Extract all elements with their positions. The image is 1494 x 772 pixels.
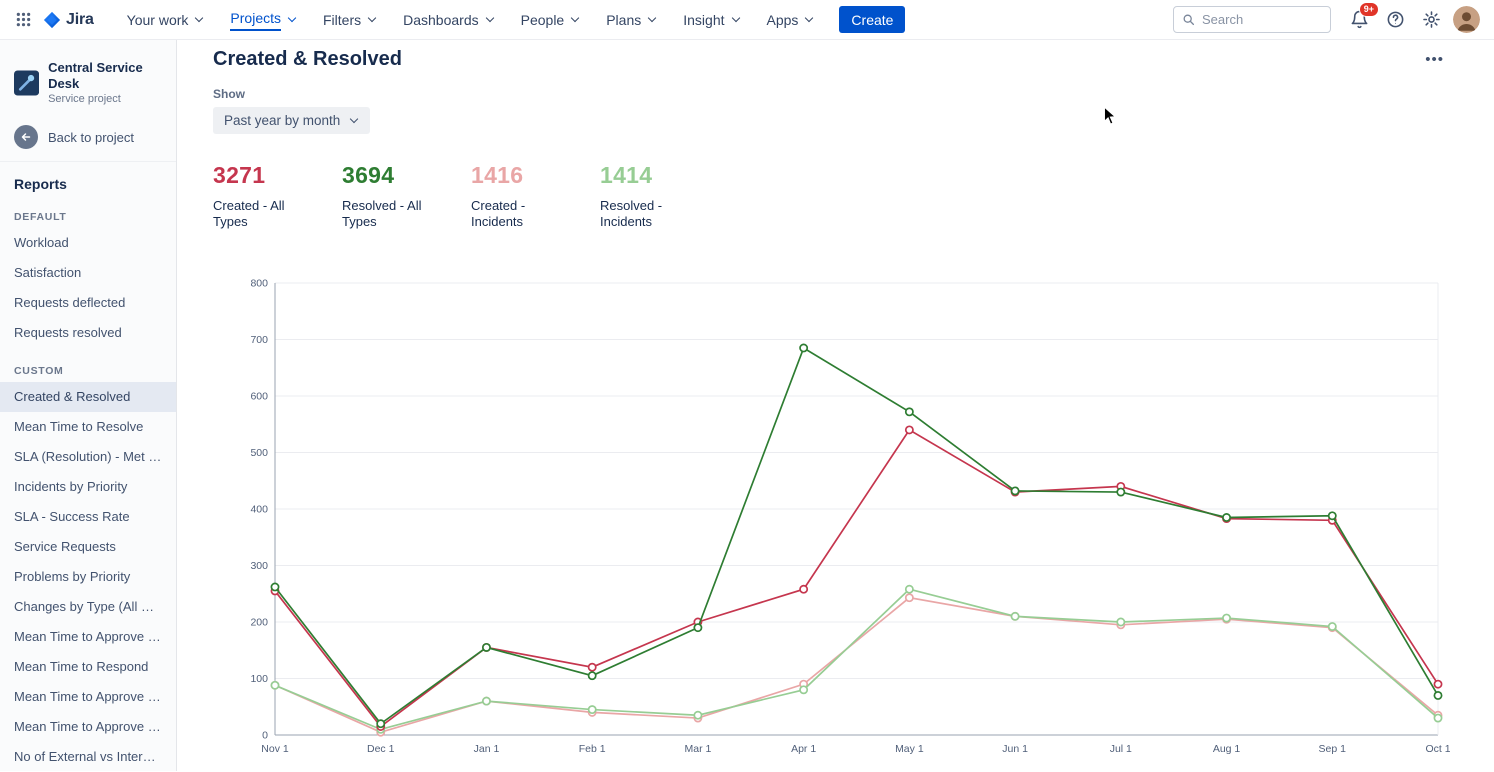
nav-insight[interactable]: Insight xyxy=(670,0,753,39)
jira-logo[interactable]: Jira xyxy=(39,11,104,29)
settings-button[interactable] xyxy=(1417,6,1445,34)
stat-resolved-all-types: 3694 Resolved - All Types xyxy=(342,162,422,230)
jira-logo-text: Jira xyxy=(66,10,94,28)
svg-text:Jun 1: Jun 1 xyxy=(1002,743,1028,755)
nav-your-work[interactable]: Your work xyxy=(114,0,218,39)
more-options-button[interactable]: ••• xyxy=(1419,49,1450,70)
help-icon xyxy=(1387,11,1403,28)
svg-text:300: 300 xyxy=(250,560,268,572)
sidebar-item-incidents-by-priority[interactable]: Incidents by Priority xyxy=(14,479,128,495)
project-name: Central Service Desk xyxy=(48,60,143,91)
section-default: DEFAULT xyxy=(14,211,67,224)
avatar-image xyxy=(1453,6,1480,33)
chevron-down-icon xyxy=(804,15,814,24)
chevron-down-icon xyxy=(731,15,741,24)
nav-apps[interactable]: Apps xyxy=(754,0,828,39)
svg-text:200: 200 xyxy=(250,616,268,628)
primary-nav: Your work Projects Filters Dashboards Pe… xyxy=(114,0,828,39)
stat-resolved-incidents: 1414 Resolved - Incidents xyxy=(600,162,663,230)
notification-badge: 9+ xyxy=(1358,1,1379,17)
chevron-down-icon xyxy=(349,116,359,125)
summary-stats: 3271 Created - All Types 3694 Resolved -… xyxy=(213,162,1454,231)
create-button[interactable]: Create xyxy=(839,6,906,33)
svg-text:Jul 1: Jul 1 xyxy=(1110,743,1132,755)
chart-svg: 0 100 200 300 400 500 600 700 800 Nov 1 Dec 1 Jan 1… xyxy=(250,277,1450,755)
stat-created-incidents: 1416 Created - Incidents xyxy=(471,162,526,230)
nav-filters[interactable]: Filters xyxy=(310,0,390,39)
main-content: Created & Resolved ••• Show Past year by… xyxy=(177,40,1494,771)
nav-dashboards[interactable]: Dashboards xyxy=(390,0,508,39)
svg-text:Jan 1: Jan 1 xyxy=(474,743,500,755)
chevron-down-icon xyxy=(647,15,657,24)
sidebar: Central Service Desk Service project Bac… xyxy=(0,40,177,771)
svg-text:Dec 1: Dec 1 xyxy=(367,743,395,755)
jira-logo-icon xyxy=(43,11,61,28)
sidebar-item-mean-time-approve-1[interactable]: Mean Time to Approve 'Norm... xyxy=(14,629,176,645)
stat-created-all-types: 3271 Created - All Types xyxy=(213,162,285,230)
sidebar-item-problems-by-priority[interactable]: Problems by Priority xyxy=(14,569,131,585)
svg-text:500: 500 xyxy=(250,447,268,459)
chevron-down-icon xyxy=(485,15,495,24)
search-input[interactable] xyxy=(1173,6,1331,33)
notifications-button[interactable]: 9+ xyxy=(1345,1,1379,34)
svg-text:Feb 1: Feb 1 xyxy=(579,743,606,755)
sidebar-item-sla-success-rate[interactable]: SLA - Success Rate xyxy=(14,509,130,525)
svg-text:Apr 1: Apr 1 xyxy=(791,743,816,755)
search-box xyxy=(1173,6,1331,33)
created-resolved-chart: 0 100 200 300 400 500 600 700 800 Nov 1 Dec 1 Jan 1… xyxy=(213,275,1454,761)
nav-people[interactable]: People xyxy=(508,0,594,39)
svg-text:400: 400 xyxy=(250,503,268,515)
chevron-down-icon xyxy=(194,15,204,24)
svg-text:0: 0 xyxy=(262,729,268,741)
sidebar-item-service-requests[interactable]: Service Requests xyxy=(14,539,116,555)
svg-text:Mar 1: Mar 1 xyxy=(684,743,711,755)
help-button[interactable] xyxy=(1381,6,1409,34)
svg-text:100: 100 xyxy=(250,673,268,685)
project-type: Service project xyxy=(48,93,121,106)
svg-text:May 1: May 1 xyxy=(895,743,924,755)
back-arrow-icon xyxy=(14,125,38,150)
project-header[interactable]: Central Service Desk Service project xyxy=(0,56,176,113)
app-switcher-button[interactable] xyxy=(8,6,39,33)
sidebar-item-mean-time-respond[interactable]: Mean Time to Respond xyxy=(14,659,149,675)
top-navigation: Jira Your work Projects Filters Dashboar… xyxy=(0,0,1494,40)
show-label: Show xyxy=(213,87,245,101)
svg-text:600: 600 xyxy=(250,390,268,402)
svg-text:Aug 1: Aug 1 xyxy=(1213,743,1241,755)
back-to-project-button[interactable]: Back to project xyxy=(0,113,176,163)
sidebar-item-mean-time-approve-3[interactable]: Mean Time to Approve 'Norm... xyxy=(14,719,176,735)
sidebar-item-workload[interactable]: Workload xyxy=(14,235,69,251)
sidebar-item-satisfaction[interactable]: Satisfaction xyxy=(14,265,82,281)
sidebar-item-requests-deflected[interactable]: Requests deflected xyxy=(14,295,126,311)
sidebar-item-created-resolved[interactable]: Created & Resolved xyxy=(0,382,176,413)
page-title: Created & Resolved xyxy=(213,47,402,70)
section-custom: CUSTOM xyxy=(14,365,64,378)
svg-text:Nov 1: Nov 1 xyxy=(261,743,289,755)
search-icon xyxy=(1183,14,1195,26)
app-grid-icon xyxy=(16,12,31,27)
chevron-down-icon xyxy=(367,15,377,24)
svg-text:800: 800 xyxy=(250,277,268,289)
nav-plans[interactable]: Plans xyxy=(593,0,670,39)
avatar[interactable] xyxy=(1453,6,1480,33)
sidebar-item-requests-resolved[interactable]: Requests resolved xyxy=(14,325,122,341)
svg-text:Oct 1: Oct 1 xyxy=(1425,743,1450,755)
reports-heading: Reports xyxy=(14,176,67,193)
period-selector-dropdown[interactable]: Past year by month xyxy=(213,107,371,134)
project-avatar xyxy=(14,70,40,96)
nav-projects[interactable]: Projects xyxy=(217,0,310,39)
sidebar-item-changes-by-type[interactable]: Changes by Type (All Statuses) xyxy=(14,599,176,615)
chevron-down-icon xyxy=(570,15,580,24)
sidebar-item-mean-time-approve-2[interactable]: Mean Time to Approve 'Norm... xyxy=(14,689,176,705)
gear-icon xyxy=(1422,11,1440,28)
sidebar-item-external-vs-internal[interactable]: No of External vs Internal Ser... xyxy=(14,749,176,765)
sidebar-item-mean-time-to-resolve[interactable]: Mean Time to Resolve xyxy=(14,419,144,435)
svg-text:700: 700 xyxy=(250,334,268,346)
svg-text:Sep 1: Sep 1 xyxy=(1319,743,1347,755)
sidebar-item-sla-resolution[interactable]: SLA (Resolution) - Met vs Bre... xyxy=(14,449,176,465)
chevron-down-icon xyxy=(287,15,297,24)
